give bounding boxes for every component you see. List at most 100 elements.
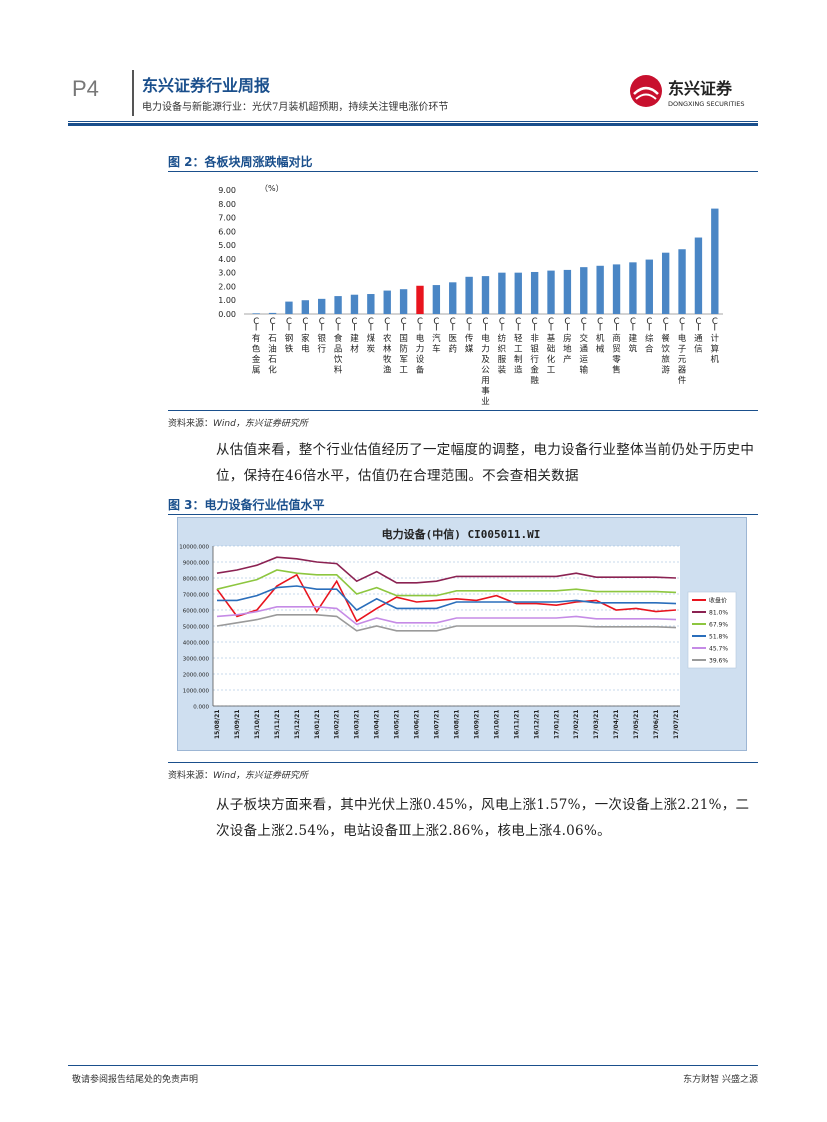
bar bbox=[580, 267, 588, 314]
category-label: C I 医药 bbox=[448, 317, 457, 355]
bar bbox=[629, 262, 637, 314]
bar bbox=[383, 290, 391, 314]
bar bbox=[416, 285, 424, 314]
y-tick-label: 4000.000 bbox=[183, 641, 210, 647]
header-divider bbox=[132, 70, 134, 116]
category-label: C I 纺织服装 bbox=[498, 317, 507, 376]
bar bbox=[645, 259, 653, 314]
x-tick-label: 16/08/21 bbox=[453, 710, 460, 739]
category-label: C I 银行 bbox=[317, 317, 326, 355]
category-label: C I 建材 bbox=[350, 317, 359, 355]
x-tick-label: 17/05/21 bbox=[633, 710, 640, 739]
page-number: P4 bbox=[72, 76, 99, 101]
x-tick-label: 15/09/21 bbox=[234, 710, 241, 739]
x-tick-label: 16/10/21 bbox=[493, 710, 500, 739]
header-rule-thick bbox=[68, 123, 758, 126]
figure2-top-rule bbox=[168, 171, 758, 172]
x-tick-label: 17/07/21 bbox=[673, 710, 680, 739]
category-label: C I 食品饮料 bbox=[334, 317, 343, 376]
figure2-source-prefix: 资料来源： bbox=[168, 419, 214, 429]
category-label: C I 传媒 bbox=[465, 317, 474, 355]
category-label: C I 煤炭 bbox=[367, 317, 376, 355]
category-label: C I 汽车 bbox=[432, 317, 441, 355]
bar bbox=[678, 249, 686, 314]
category-label: C I 基础化工 bbox=[547, 317, 556, 376]
legend-label: 67.9% bbox=[709, 622, 728, 629]
bar bbox=[612, 264, 621, 314]
y-tick-label: 9000.000 bbox=[183, 561, 210, 567]
y-tick-label: 1000.000 bbox=[183, 689, 210, 695]
y-tick-label: 1.00 bbox=[218, 296, 236, 305]
legend-label: 81.0% bbox=[709, 610, 728, 617]
series-line bbox=[216, 606, 677, 626]
footer-rule bbox=[68, 1065, 758, 1066]
x-tick-label: 17/06/21 bbox=[653, 710, 660, 739]
bar bbox=[514, 272, 522, 314]
logo-emblem-icon bbox=[630, 75, 662, 107]
category-label: C I 轻工制造 bbox=[514, 317, 523, 376]
figure3-source: 资料来源：Wind，东兴证券研究所 bbox=[168, 768, 308, 781]
figure3-caption: 图 3：电力设备行业估值水平 bbox=[168, 498, 325, 512]
category-label: C I 农林牧渔 bbox=[383, 317, 392, 376]
report-title: 东兴证券行业周报 bbox=[142, 76, 271, 95]
bar bbox=[530, 271, 539, 314]
y-tick-label: 0.000 bbox=[193, 705, 209, 711]
x-tick-label: 16/01/21 bbox=[314, 710, 321, 739]
bar bbox=[563, 269, 572, 314]
category-label: C I 建筑 bbox=[629, 317, 638, 355]
category-label: C I 电力设备 bbox=[416, 317, 425, 376]
subsector-paragraph: 从子板块方面来看，其中光伏上涨0.45%，风电上涨1.57%，一次设备上涨2.2… bbox=[216, 797, 750, 839]
category-label: C I 房地产 bbox=[563, 317, 572, 365]
bar bbox=[596, 265, 604, 314]
category-label: C I 有色金属 bbox=[252, 317, 261, 376]
bar bbox=[367, 294, 375, 314]
series-line bbox=[216, 556, 677, 584]
logo-en-text: DONGXING SECURITIES bbox=[668, 100, 744, 108]
figure3-source-text: Wind，东兴证券研究所 bbox=[213, 771, 308, 781]
y-tick-label: 8.00 bbox=[218, 200, 236, 209]
y-tick-label: 9.00 bbox=[218, 186, 236, 195]
category-label: C I 交通运输 bbox=[580, 317, 589, 376]
y-tick-label: 6.00 bbox=[218, 227, 236, 236]
x-tick-label: 15/10/21 bbox=[254, 710, 261, 739]
y-tick-label: 4.00 bbox=[218, 255, 236, 264]
report-subtitle: 电力设备与新能源行业：光伏7月装机超预期，持续关注锂电涨价环节 bbox=[142, 102, 449, 113]
y-tick-label: 3.00 bbox=[218, 269, 236, 278]
y-tick-label: 5000.000 bbox=[183, 625, 210, 631]
y-tick-label: 0.00 bbox=[218, 310, 236, 319]
legend-label: 45.7% bbox=[709, 646, 728, 653]
x-tick-label: 17/04/21 bbox=[613, 710, 620, 739]
figure2-bottom-rule bbox=[168, 410, 758, 411]
x-tick-label: 16/11/21 bbox=[513, 710, 520, 739]
bar bbox=[350, 294, 359, 314]
bar bbox=[498, 272, 506, 314]
x-tick-label: 17/02/21 bbox=[573, 710, 580, 739]
header-rule bbox=[68, 121, 758, 122]
valuation-chart-title: 电力设备(中信) CI005011.WI bbox=[381, 528, 541, 541]
y-tick-label: 3000.000 bbox=[183, 657, 210, 663]
x-tick-label: 15/08/21 bbox=[214, 710, 221, 739]
legend-label: 39.6% bbox=[709, 658, 728, 665]
bar bbox=[318, 298, 326, 314]
y-tick-label: 10000.000 bbox=[179, 545, 209, 551]
bar bbox=[301, 300, 310, 314]
y-unit-label: （%） bbox=[260, 184, 284, 193]
x-tick-label: 16/12/21 bbox=[533, 710, 540, 739]
category-label: C I 计算机 bbox=[711, 317, 720, 365]
x-tick-label: 16/02/21 bbox=[334, 710, 341, 739]
x-tick-label: 16/07/21 bbox=[434, 710, 441, 739]
category-label: C I 石油石化 bbox=[268, 317, 277, 376]
category-label: C I 电力及公用事业 bbox=[481, 317, 490, 407]
valuation-paragraph: 从估值来看，整个行业估值经历了一定幅度的调整，电力设备行业整体当前仍处于历史中位… bbox=[216, 442, 755, 484]
x-tick-label: 15/12/21 bbox=[294, 710, 301, 739]
y-tick-label: 6000.000 bbox=[183, 609, 210, 615]
category-label: C I 电子元器件 bbox=[678, 317, 687, 386]
y-tick-label: 8000.000 bbox=[183, 577, 210, 583]
x-tick-label: 16/05/21 bbox=[394, 710, 401, 739]
y-tick-label: 7.00 bbox=[218, 214, 236, 223]
x-tick-label: 16/03/21 bbox=[354, 710, 361, 739]
legend-label: 51.8% bbox=[709, 634, 728, 641]
category-label: C I 机械 bbox=[596, 317, 605, 355]
bar bbox=[334, 296, 342, 314]
category-label: C I 通信 bbox=[694, 317, 703, 355]
